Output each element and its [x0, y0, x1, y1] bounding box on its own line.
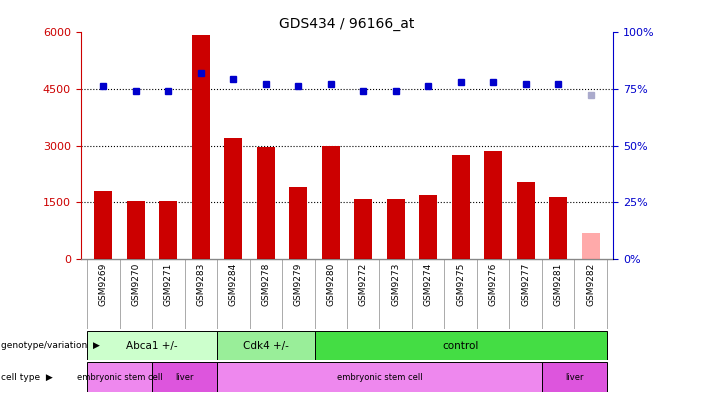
- Bar: [582, 233, 599, 259]
- Text: GSM9273: GSM9273: [391, 263, 400, 306]
- Text: GSM9272: GSM9272: [359, 263, 368, 306]
- Bar: [95, 191, 112, 259]
- Text: GSM9276: GSM9276: [489, 263, 498, 306]
- Text: GSM9278: GSM9278: [261, 263, 271, 306]
- Bar: [451, 155, 470, 259]
- Bar: [549, 197, 567, 259]
- Bar: [484, 151, 502, 259]
- Bar: [354, 199, 372, 259]
- Text: genotype/variation  ▶: genotype/variation ▶: [1, 341, 100, 350]
- Text: Abca1 +/-: Abca1 +/-: [126, 341, 178, 350]
- Text: GSM9274: GSM9274: [423, 263, 433, 306]
- Bar: [217, 331, 315, 360]
- Text: GSM9284: GSM9284: [229, 263, 238, 306]
- Bar: [322, 146, 340, 259]
- Bar: [315, 331, 607, 360]
- Text: GSM9281: GSM9281: [554, 263, 563, 306]
- Bar: [87, 362, 152, 392]
- Text: GSM9279: GSM9279: [294, 263, 303, 306]
- Bar: [127, 200, 145, 259]
- Text: GSM9283: GSM9283: [196, 263, 205, 306]
- Text: GSM9271: GSM9271: [164, 263, 173, 306]
- Bar: [217, 362, 542, 392]
- Text: liver: liver: [175, 373, 193, 382]
- Text: GSM9270: GSM9270: [131, 263, 140, 306]
- Bar: [542, 362, 607, 392]
- Bar: [517, 182, 535, 259]
- Text: embryonic stem cell: embryonic stem cell: [336, 373, 422, 382]
- Bar: [87, 331, 217, 360]
- Bar: [152, 362, 217, 392]
- Title: GDS434 / 96166_at: GDS434 / 96166_at: [279, 17, 415, 30]
- Text: liver: liver: [565, 373, 584, 382]
- Text: cell type  ▶: cell type ▶: [1, 373, 53, 382]
- Bar: [290, 187, 307, 259]
- Text: GSM9282: GSM9282: [586, 263, 595, 306]
- Text: GSM9269: GSM9269: [99, 263, 108, 306]
- Bar: [192, 36, 210, 259]
- Text: GSM9280: GSM9280: [326, 263, 335, 306]
- Text: Cdk4 +/-: Cdk4 +/-: [243, 341, 289, 350]
- Bar: [419, 195, 437, 259]
- Text: embryonic stem cell: embryonic stem cell: [77, 373, 163, 382]
- Text: control: control: [442, 341, 479, 350]
- Text: GSM9275: GSM9275: [456, 263, 465, 306]
- Bar: [224, 138, 243, 259]
- Bar: [257, 147, 275, 259]
- Bar: [159, 200, 177, 259]
- Bar: [387, 199, 404, 259]
- Text: GSM9277: GSM9277: [521, 263, 530, 306]
